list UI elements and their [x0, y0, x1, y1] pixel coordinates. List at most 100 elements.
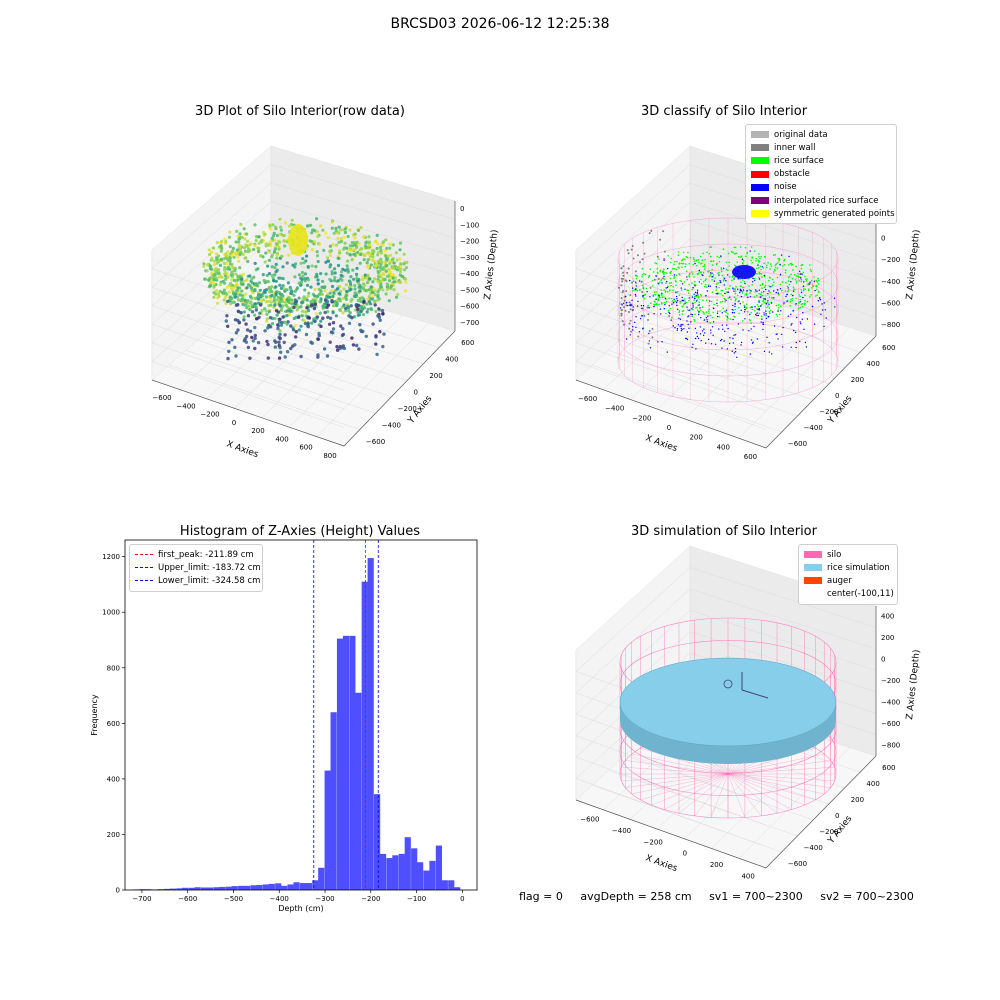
tick-label: −700 — [460, 319, 479, 327]
inner-wall-point — [627, 267, 630, 270]
inner-wall-point — [651, 336, 654, 339]
data-point — [272, 279, 276, 283]
data-point — [361, 278, 365, 282]
grid-line — [151, 182, 456, 288]
data-point — [389, 284, 393, 288]
data-point — [328, 265, 332, 269]
legend-label: center(-100,11) — [827, 589, 894, 600]
data-point — [270, 236, 274, 240]
data-point — [331, 294, 335, 299]
rice-surface-point — [725, 261, 728, 264]
data-point — [245, 301, 249, 305]
data-point — [228, 245, 232, 249]
data-point — [205, 269, 209, 273]
data-point — [299, 283, 303, 287]
data-point — [321, 316, 325, 320]
data-point — [326, 310, 330, 314]
inner-wall-point — [626, 271, 629, 274]
inner-wall-point — [622, 271, 624, 274]
sv2-text: sv2 = 700~2300 — [820, 890, 914, 903]
data-point — [346, 308, 351, 313]
inner-wall-point — [622, 289, 625, 292]
data-point — [243, 256, 247, 260]
tick-label: 200 — [710, 861, 723, 869]
data-point — [376, 250, 380, 254]
data-point — [305, 254, 309, 258]
data-point — [349, 304, 353, 308]
data-point — [375, 246, 379, 251]
data-point — [365, 310, 369, 314]
grid-line — [151, 220, 456, 325]
data-point — [257, 249, 261, 254]
data-point — [327, 322, 332, 326]
data-point — [378, 269, 382, 273]
data-point — [335, 287, 339, 291]
data-point — [340, 346, 344, 350]
data-point — [313, 294, 317, 298]
data-point — [383, 260, 387, 264]
data-point — [358, 261, 362, 265]
data-point — [376, 242, 380, 246]
legend-label: silo — [827, 549, 842, 560]
data-point — [319, 289, 323, 293]
data-point — [283, 355, 287, 359]
grid-line — [575, 286, 767, 356]
center-peak-cluster — [288, 224, 308, 256]
data-point — [235, 229, 239, 233]
inner-wall-point — [639, 261, 641, 264]
data-point — [227, 290, 231, 294]
inner-wall-point — [628, 322, 631, 325]
data-point — [236, 309, 240, 313]
data-point — [214, 256, 219, 260]
grid-line — [575, 305, 767, 374]
data-point — [335, 303, 339, 308]
tick-label: −400 — [881, 698, 900, 706]
data-point — [233, 345, 237, 350]
data-point — [279, 286, 283, 290]
data-point — [220, 239, 224, 243]
data-point — [230, 338, 234, 342]
data-point — [257, 241, 261, 245]
tick-label: −800 — [881, 741, 900, 749]
legend-entry: silo — [804, 548, 892, 561]
inner-wall-point — [622, 265, 625, 268]
data-point — [285, 288, 289, 292]
data-point — [228, 230, 232, 234]
data-point — [252, 288, 256, 292]
data-point — [286, 320, 290, 324]
rice-surface-point — [804, 275, 806, 278]
data-point — [207, 248, 211, 252]
data-point — [299, 324, 303, 328]
grid-line — [151, 164, 456, 269]
data-point — [214, 289, 218, 293]
legend-swatch — [804, 551, 822, 559]
data-point — [289, 346, 293, 351]
data-point — [226, 324, 230, 328]
tick-label: −200 — [460, 238, 479, 246]
data-point — [263, 260, 267, 264]
data-point — [318, 300, 322, 304]
data-point — [297, 296, 301, 300]
data-point — [283, 221, 288, 225]
data-point — [285, 261, 289, 265]
data-point — [277, 356, 282, 360]
data-point — [328, 295, 332, 299]
data-point — [331, 243, 335, 247]
grid-line — [261, 307, 377, 418]
data-point — [367, 235, 371, 239]
inner-wall-point — [662, 230, 665, 233]
tick-label: 600 — [299, 444, 312, 452]
data-point — [259, 303, 263, 307]
data-point — [348, 311, 352, 315]
data-point — [287, 296, 291, 300]
plot4-rice-surface — [619, 657, 837, 764]
rice-surface-point — [806, 278, 808, 280]
data-point — [325, 354, 330, 358]
data-point — [388, 276, 392, 280]
data-point — [203, 277, 207, 281]
data-point — [219, 258, 223, 262]
inner-wall-point — [620, 284, 623, 287]
data-point — [278, 304, 282, 308]
data-point — [267, 310, 271, 314]
grid-line — [575, 201, 877, 306]
